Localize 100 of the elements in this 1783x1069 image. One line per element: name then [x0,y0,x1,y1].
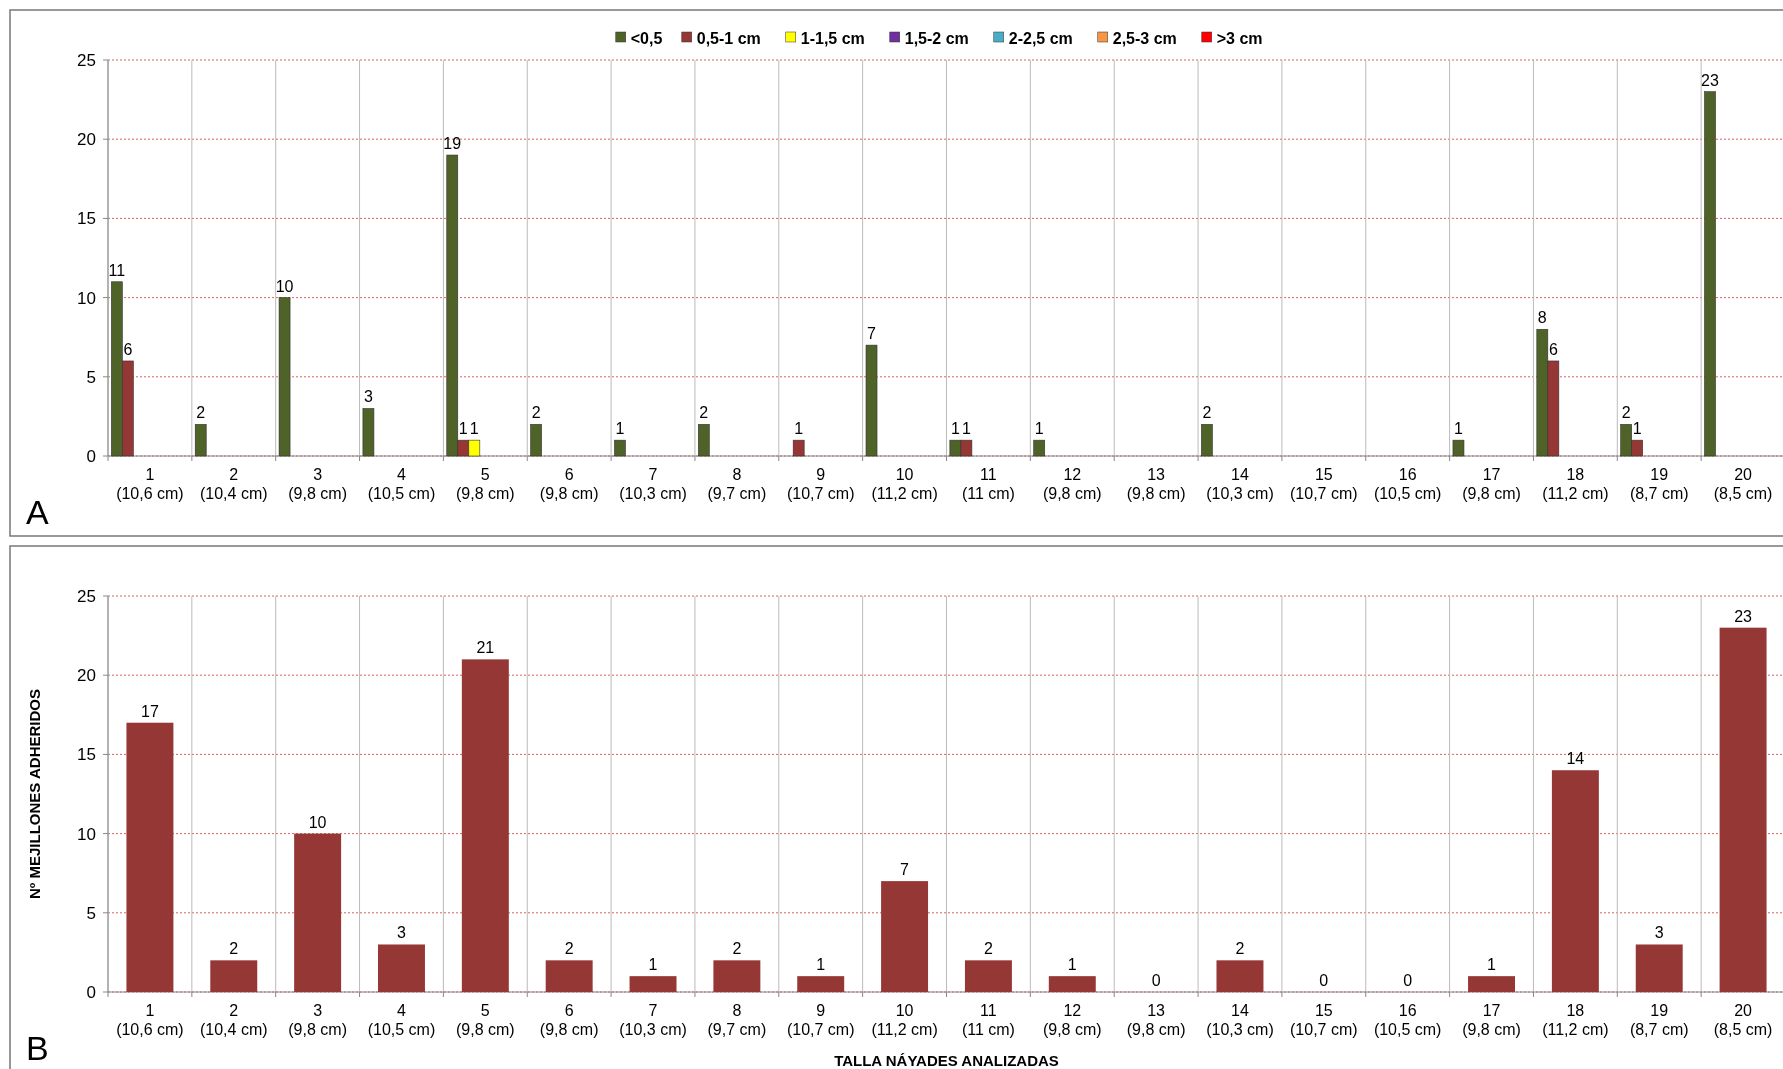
x-tick-label: 8 (9,7 cm) [707,466,767,502]
x-tick-label: 4 (10,5 cm) [367,466,436,502]
data-label: 1 [1487,956,1497,974]
legend-label: <0,5 [630,29,663,47]
x-tick-label: 20 (8,5 cm) [1713,466,1773,502]
x-tick-label: 6 (9,8 cm) [539,1002,599,1038]
x-tick-label: 5 (9,8 cm) [455,466,515,502]
y-tick-label: 25 [77,50,96,70]
bar [126,722,174,992]
x-tick-label: 7 (10,3 cm) [619,466,687,502]
data-label: 3 [397,924,407,942]
data-label: 3 [1654,924,1664,942]
bar [792,439,805,457]
data-label: 1 [1632,420,1642,438]
bar [698,424,710,457]
bar [614,439,626,457]
x-axis-title: TALLA NÁYADES ANALIZADAS [834,1052,1059,1069]
x-tick-label: 12 (9,8 cm) [1042,1002,1102,1038]
bar [210,960,258,992]
data-label: 2 [983,940,993,958]
legend-label: >3 cm [1216,29,1263,47]
data-label: 1 [1067,956,1077,974]
data-label: 10 [275,277,294,295]
x-tick-label: 20 (8,5 cm) [1713,1002,1773,1038]
data-label: 3 [363,388,373,406]
x-tick-label: 15 (10,7 cm) [1290,466,1358,502]
y-axis-title: Nº MEJILLONES ADHERIDOS [26,689,43,899]
bar [1201,424,1213,457]
x-tick-label: 8 (9,7 cm) [707,1002,767,1038]
x-tick-label: 13 (9,8 cm) [1126,1002,1186,1038]
y-tick-label: 5 [86,903,96,923]
text: B [26,1029,49,1067]
bar [294,833,342,992]
data-label: 2 [531,404,541,422]
x-tick-label: 19 (8,7 cm) [1629,1002,1689,1038]
x-tick-label: 15 (10,7 cm) [1290,1002,1358,1038]
data-label: 14 [1566,750,1585,768]
data-label: 1 [1454,420,1464,438]
legend-label: 2,5-3 cm [1112,29,1177,47]
data-label: 6 [1548,340,1558,358]
x-tick-label: 7 (10,3 cm) [619,1002,687,1038]
bar [1704,91,1716,457]
bar [629,976,677,992]
bar [378,944,425,992]
x-tick-label: 10 (11,2 cm) [871,466,938,502]
bar [278,297,291,457]
x-tick-label: 17 (9,8 cm) [1462,466,1521,502]
data-label: 1 [1034,420,1044,438]
y-tick-label: 0 [86,982,96,1002]
y-tick-label: 20 [77,130,96,150]
data-label: 2 [1621,404,1631,422]
x-tick-label: 18 (11,2 cm) [1542,466,1609,502]
legend-label: 0,5-1 cm [696,29,761,47]
bar [881,881,929,992]
y-tick-label: 15 [77,745,96,765]
y-tick-label: 25 [77,586,96,606]
x-tick-label: 14 (10,3 cm) [1206,466,1274,502]
data-label: 11 [108,261,126,279]
x-tick-label: 13 (9,8 cm) [1126,466,1186,502]
text: A [26,493,49,531]
data-label: 0 [1403,972,1413,989]
data-label: 1 [615,420,625,438]
data-label: 19 [443,135,462,153]
data-label: 8 [1537,309,1547,327]
bar [1216,960,1264,992]
data-label: 2 [1235,940,1245,958]
bar [713,960,761,992]
data-label: 1 [816,956,826,974]
data-label: 21 [476,639,495,657]
data-label: 2 [699,404,709,422]
bar [1452,439,1465,457]
bar [461,659,509,992]
x-tick-label: 19 (8,7 cm) [1629,466,1689,502]
data-label: 1 [458,420,468,438]
bar [1048,976,1096,992]
data-label: 1 [794,420,804,438]
data-label: 1 [961,420,971,438]
y-tick-label: 10 [77,824,96,844]
x-tick-label: 1 (10,6 cm) [116,466,184,502]
x-tick-label: 18 (11,2 cm) [1542,1002,1609,1038]
bar [545,960,593,992]
x-tick-label: 11 (11 cm) [961,466,1015,502]
data-label: 7 [900,861,910,879]
x-tick-label: 12 (9,8 cm) [1042,466,1102,502]
bar [362,408,375,457]
bar [1468,976,1516,992]
data-label: 23 [1701,71,1720,89]
bar [1635,944,1683,992]
x-tick-label: 4 (10,5 cm) [367,1002,436,1038]
legend-label: 2-2,5 cm [1008,29,1073,47]
data-label: 10 [308,813,327,831]
data-label: 2 [732,940,742,958]
data-label: 7 [867,325,877,343]
x-tick-label: 11 (11 cm) [961,1002,1015,1038]
x-tick-label: 10 (11,2 cm) [871,1002,938,1038]
x-tick-label: 3 (9,8 cm) [288,466,347,502]
bar [1551,770,1599,992]
x-tick-label: 9 (10,7 cm) [786,1002,855,1038]
data-label: 1 [648,956,658,974]
y-tick-label: 5 [86,367,96,387]
